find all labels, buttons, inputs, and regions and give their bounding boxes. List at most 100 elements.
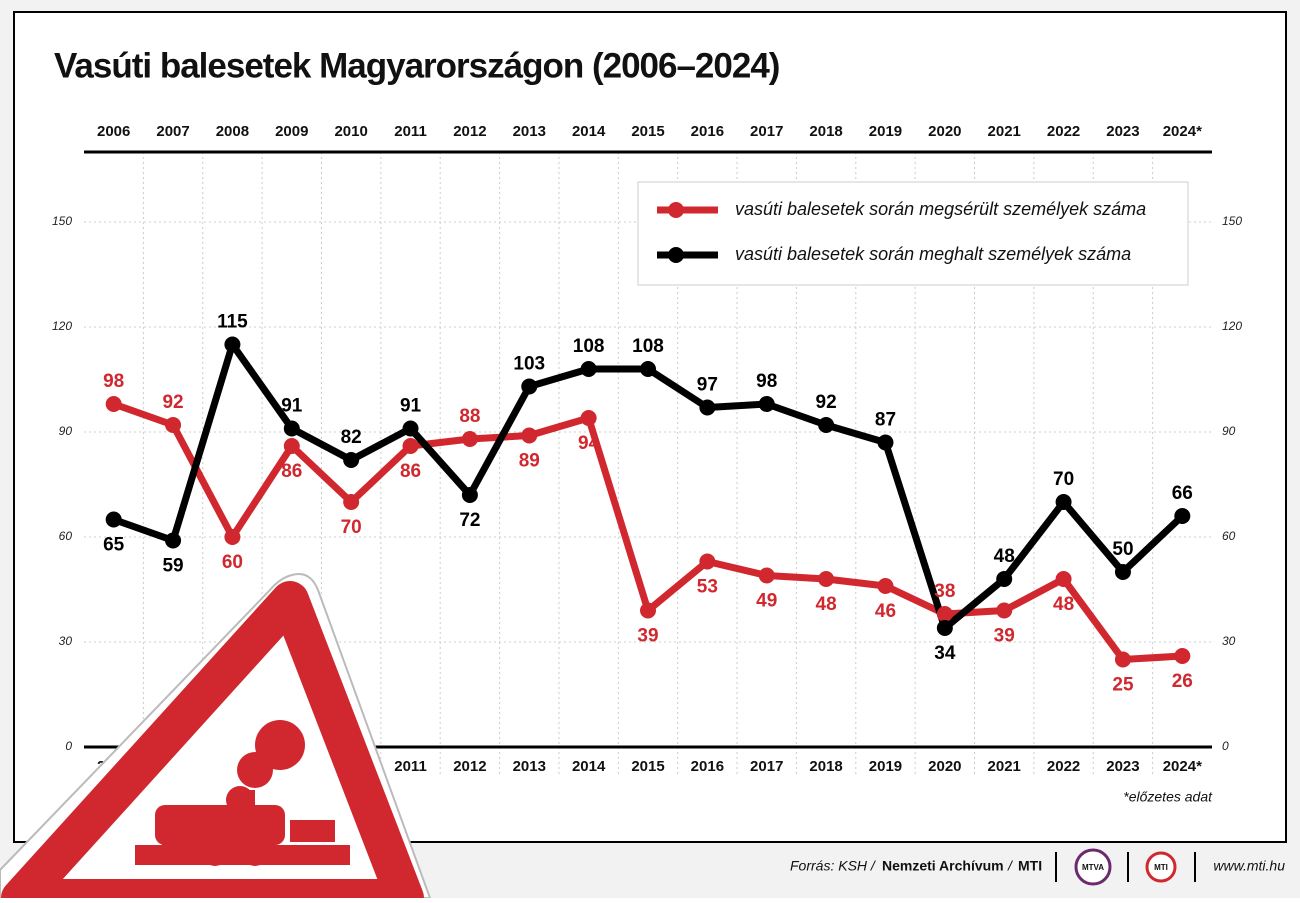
footnote: *előzetes adat xyxy=(1123,789,1213,805)
marker xyxy=(165,417,182,433)
source: Forrás: KSH / xyxy=(790,858,877,874)
x-tick-label: 2015 xyxy=(631,758,664,775)
value-label: 53 xyxy=(697,577,718,598)
x-tick-label-top: 2019 xyxy=(869,123,902,140)
marker xyxy=(936,606,953,622)
marker xyxy=(402,420,419,437)
x-tick-label: 2020 xyxy=(928,758,961,775)
x-tick-label-top: 2016 xyxy=(691,123,724,140)
marker xyxy=(758,567,775,584)
x-tick-label-top: 2012 xyxy=(453,123,486,140)
marker xyxy=(1114,564,1131,580)
marker xyxy=(521,378,538,395)
value-label: 25 xyxy=(1112,675,1134,696)
value-label: 108 xyxy=(573,336,605,357)
marker xyxy=(818,571,835,587)
x-tick-label-top: 2018 xyxy=(809,123,842,140)
value-label: 70 xyxy=(1053,469,1074,490)
marker xyxy=(343,452,360,468)
marker xyxy=(1174,508,1191,524)
y-tick-label: 150 xyxy=(52,214,72,228)
marker xyxy=(461,487,478,503)
x-tick-label-top: 2024* xyxy=(1163,123,1202,140)
value-label: 50 xyxy=(1112,539,1133,560)
logo xyxy=(1145,851,1177,883)
x-tick-label: 2017 xyxy=(750,758,783,775)
y-tick-label: 0 xyxy=(65,739,72,753)
legend-marker xyxy=(668,247,684,263)
marker xyxy=(343,494,360,510)
y-tick-label: 30 xyxy=(59,634,73,648)
y-tick-label-right: 90 xyxy=(1222,424,1236,438)
x-tick-label-top: 2020 xyxy=(928,123,961,140)
value-label: 59 xyxy=(162,556,183,577)
value-label: 60 xyxy=(222,552,243,573)
x-tick-label-top: 2022 xyxy=(1047,123,1080,140)
marker xyxy=(224,336,241,353)
x-tick-label: 2012 xyxy=(453,758,486,775)
x-tick-label: 2014 xyxy=(572,758,606,775)
marker xyxy=(105,511,122,528)
x-tick-label: 2021 xyxy=(988,758,1021,775)
value-label: 46 xyxy=(875,601,896,622)
y-tick-label-right: 120 xyxy=(1222,319,1242,333)
marker xyxy=(224,529,241,545)
marker xyxy=(640,361,656,377)
y-tick-label-right: 0 xyxy=(1222,739,1229,753)
marker xyxy=(283,438,300,454)
y-tick-label-right: 150 xyxy=(1222,214,1242,228)
marker xyxy=(105,396,122,412)
value-label: 97 xyxy=(697,375,718,396)
x-tick-label-top: 2006 xyxy=(97,123,130,140)
source-archive: Nemzeti Archívum xyxy=(882,858,1004,874)
x-tick-label-top: 2017 xyxy=(750,123,783,140)
value-label: 72 xyxy=(459,510,480,531)
legend-box xyxy=(637,181,1189,286)
value-label: 87 xyxy=(875,410,896,431)
y-tick-label: 120 xyxy=(52,319,72,333)
marker xyxy=(1055,494,1072,510)
marker xyxy=(877,434,894,451)
y-tick-label: 60 xyxy=(59,529,73,543)
marker xyxy=(402,438,419,454)
legend-marker xyxy=(668,202,684,218)
marker xyxy=(699,553,716,570)
marker xyxy=(1055,571,1072,587)
value-label: 91 xyxy=(400,396,422,417)
value-label: 98 xyxy=(756,371,777,392)
value-label: 86 xyxy=(281,461,302,482)
legend-label: vasúti balesetek során megsérült személy… xyxy=(735,199,1146,219)
x-tick-label: 2019 xyxy=(869,758,902,775)
value-label: 70 xyxy=(341,517,362,538)
x-tick-label-top: 2010 xyxy=(334,123,367,140)
x-tick-label: 2023 xyxy=(1106,758,1139,775)
marker xyxy=(640,602,656,619)
value-label: 88 xyxy=(459,406,480,427)
value-label: 48 xyxy=(816,594,837,615)
marker xyxy=(165,532,182,549)
value-label: 39 xyxy=(994,626,1015,647)
marker xyxy=(758,396,775,412)
marker xyxy=(936,620,953,636)
logo xyxy=(1074,848,1112,886)
value-label: 98 xyxy=(103,371,124,392)
source-separator: / xyxy=(1007,858,1014,874)
marker xyxy=(996,571,1013,587)
x-tick-label: 2016 xyxy=(691,758,724,775)
value-label: 92 xyxy=(816,392,837,413)
y-tick-label-right: 60 xyxy=(1222,529,1236,543)
marker xyxy=(580,361,597,377)
value-label: 48 xyxy=(1053,594,1074,615)
value-label: 115 xyxy=(217,312,248,333)
logo-text: MTI xyxy=(1154,863,1168,872)
x-tick-label-top: 2009 xyxy=(275,123,308,140)
footer: Forrás: KSH / Nemzeti Archívum / MTI MTV… xyxy=(790,848,1285,886)
marker xyxy=(1174,648,1191,664)
x-tick-label-top: 2015 xyxy=(631,123,664,140)
marker xyxy=(580,410,597,426)
marker xyxy=(699,399,716,416)
value-label: 92 xyxy=(162,392,183,413)
value-label: 89 xyxy=(519,451,540,472)
x-tick-label: 2018 xyxy=(809,758,842,775)
